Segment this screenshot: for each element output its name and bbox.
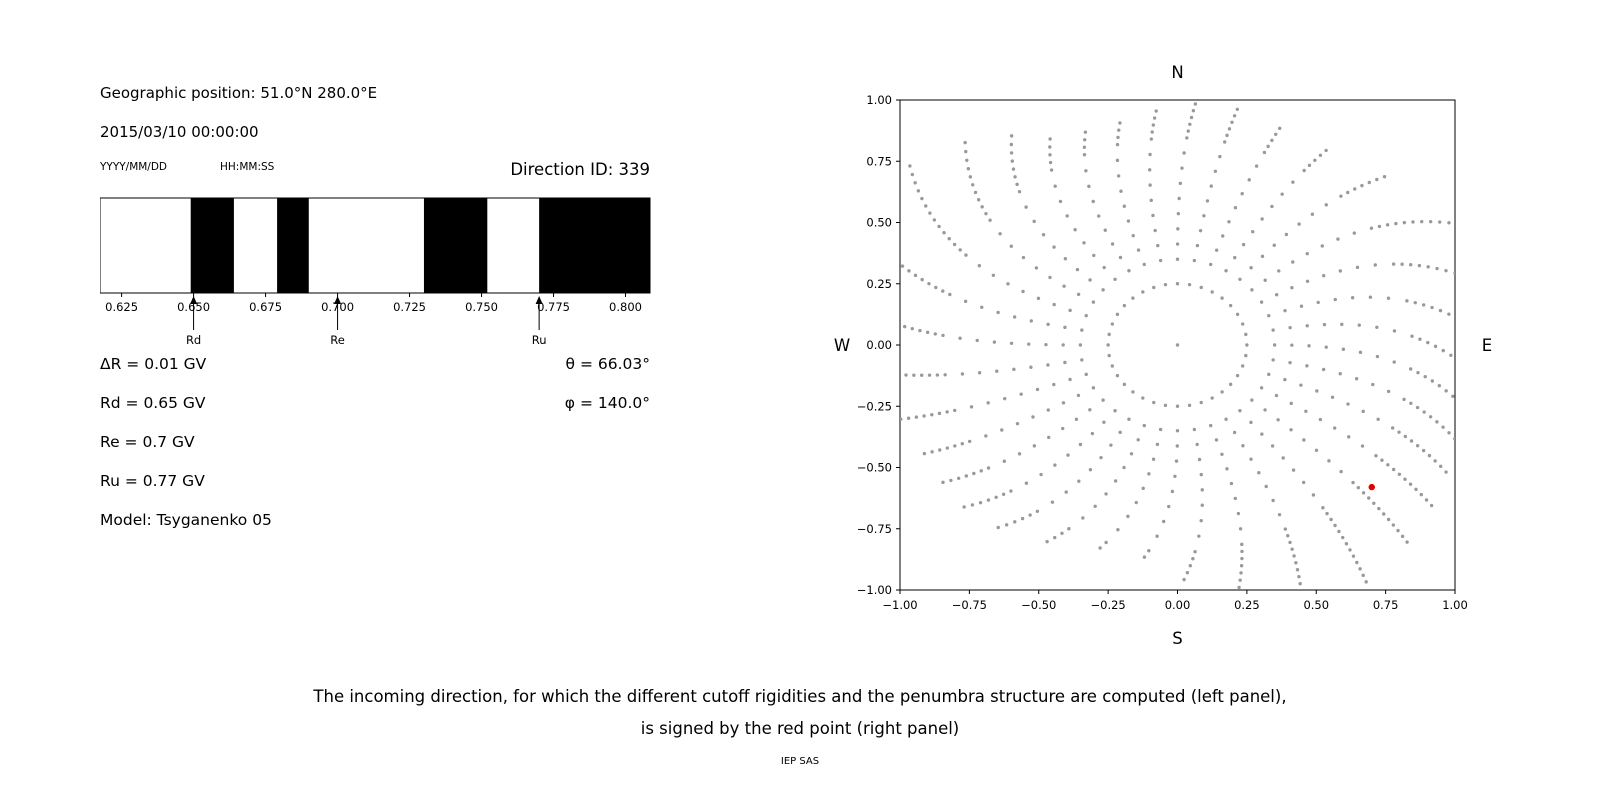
tick-label: 0.25: [1234, 598, 1260, 612]
marker-label-rd: Rd: [186, 333, 201, 347]
tick-label: 0.25: [866, 277, 892, 291]
compass-east-label: E: [1482, 336, 1492, 355]
marker-arrowhead: [190, 296, 198, 304]
tick-label: 0.775: [537, 300, 570, 314]
date-format-hint: YYYY/MM/DD: [100, 161, 168, 173]
tick-label: 0.00: [866, 338, 892, 352]
param-delta-r: ΔR = 0.01 GV: [100, 355, 207, 373]
param-re: Re = 0.7 GV: [100, 433, 195, 451]
marker-label-re: Re: [330, 333, 345, 347]
penumbra-structure-chart: 0.625 0.650 0.675 0.700 0.725 0.750 0.775 0.800…: [100, 197, 651, 347]
marker-label-ru: Ru: [532, 333, 547, 347]
compass-south-label: S: [1172, 629, 1182, 648]
tick-label: 1.00: [866, 93, 892, 107]
tick-label: 0.625: [105, 300, 138, 314]
param-rd: Rd = 0.65 GV: [100, 394, 206, 412]
penumbra-band: [190, 198, 234, 293]
tick-label: 0.50: [866, 216, 892, 230]
asymptotic-directions-chart: −1.00 −0.75 −0.50 −0.25 0.00 0.25 0.50 0.75 1.00…: [834, 63, 1492, 648]
incoming-direction-red-point: [1368, 483, 1375, 491]
direction-id-label: Direction ID: 339: [510, 160, 650, 179]
tick-label: 1.00: [1442, 598, 1468, 612]
tick-label: 0.800: [609, 300, 642, 314]
param-phi: φ = 140.0°: [564, 394, 650, 412]
tick-label: −0.50: [857, 461, 892, 475]
tick-label: −0.50: [1021, 598, 1056, 612]
datetime-label: 2015/03/10 00:00:00: [100, 123, 259, 141]
tick-label: −0.25: [857, 399, 892, 413]
param-theta: θ = 66.03°: [565, 355, 650, 373]
geographic-position-label: Geographic position: 51.0°N 280.0°E: [100, 84, 378, 102]
tick-label: −1.00: [882, 598, 917, 612]
penumbra-band: [539, 198, 650, 293]
tick-label: 0.75: [1373, 598, 1399, 612]
tick-label: 0.675: [249, 300, 282, 314]
penumbra-band: [277, 198, 309, 293]
tick-label: 0.75: [866, 154, 892, 168]
tick-label: 0.725: [393, 300, 426, 314]
penumbra-band: [423, 198, 488, 293]
tick-label: −1.00: [857, 583, 892, 597]
tick-label: −0.75: [952, 598, 987, 612]
chart-border: [100, 197, 651, 294]
compass-north-label: N: [1171, 63, 1183, 82]
marker-arrowhead: [535, 296, 543, 304]
tick-label: 0.00: [1165, 598, 1191, 612]
credit-label: IEP SAS: [780, 756, 820, 767]
tick-label: 0.50: [1303, 598, 1329, 612]
time-format-hint: HH:MM:SS: [220, 161, 275, 173]
tick-label: −0.75: [857, 522, 892, 536]
scatter-dots: [900, 102, 1455, 590]
tick-label: −0.25: [1091, 598, 1126, 612]
compass-west-label: W: [834, 336, 850, 355]
param-ru: Ru = 0.77 GV: [100, 472, 205, 490]
marker-arrowhead: [334, 296, 342, 304]
param-model: Model: Tsyganenko 05: [100, 511, 272, 529]
figure-caption-line1: The incoming direction, for which the di…: [313, 687, 1287, 706]
figure-caption-line2: is signed by the red point (right panel): [640, 719, 960, 738]
tick-label: 0.750: [465, 300, 498, 314]
